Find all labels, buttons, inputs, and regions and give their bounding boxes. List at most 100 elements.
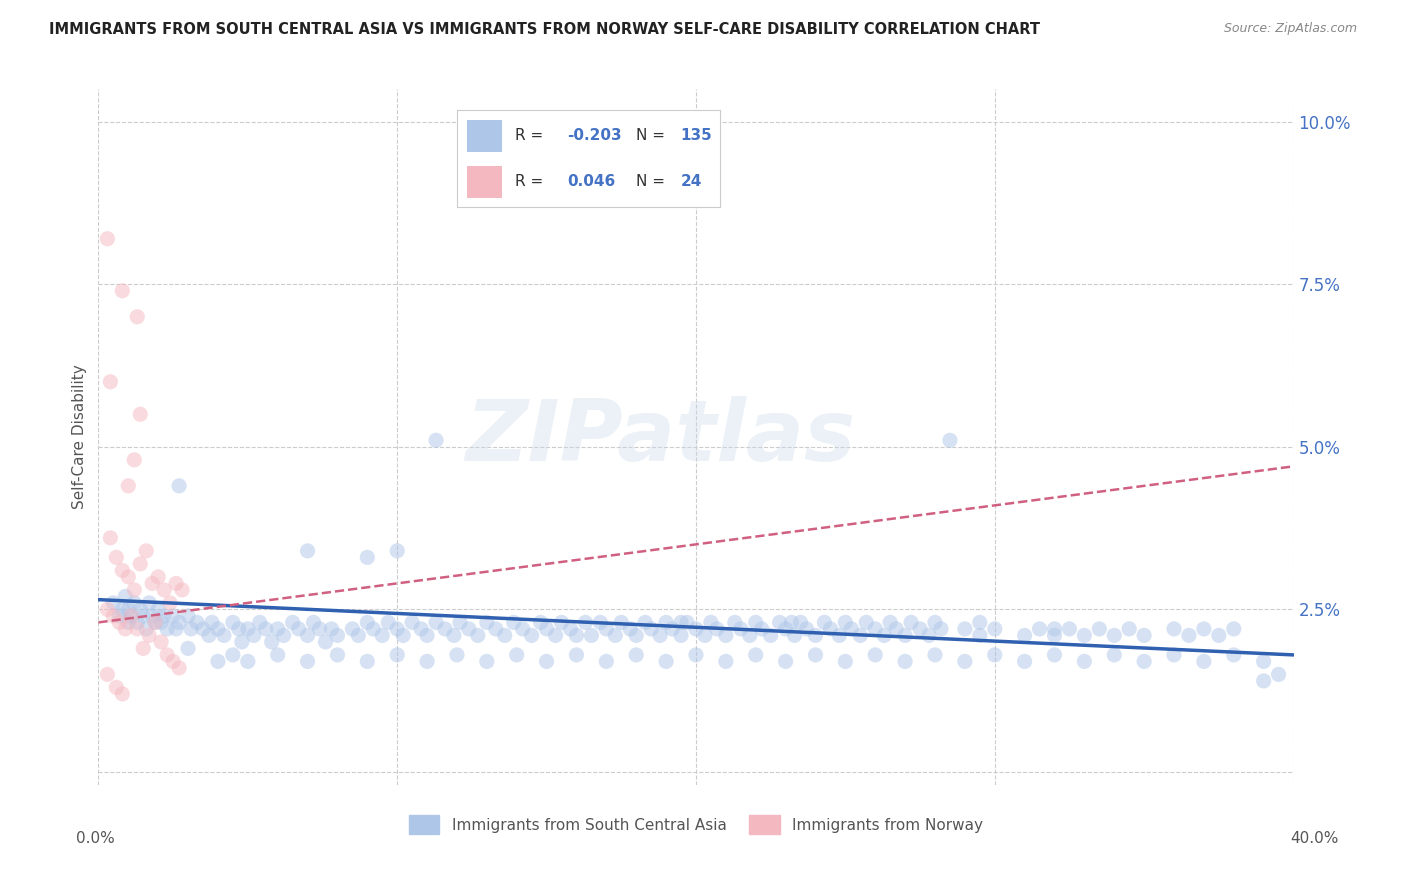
Point — [706, 622, 728, 636]
Point — [1223, 648, 1246, 662]
Point — [267, 648, 290, 662]
Point — [475, 654, 498, 668]
Point — [458, 622, 481, 636]
Point — [780, 615, 803, 630]
Point — [180, 622, 202, 636]
Point — [1043, 648, 1066, 662]
Point — [347, 628, 370, 642]
Point — [177, 641, 200, 656]
Point — [103, 596, 125, 610]
Point — [127, 622, 149, 636]
Point — [536, 622, 558, 636]
Point — [356, 550, 378, 565]
Point — [297, 628, 319, 642]
Point — [502, 615, 524, 630]
Point — [485, 622, 508, 636]
Point — [148, 602, 170, 616]
Point — [804, 628, 827, 642]
Point — [894, 628, 917, 642]
Point — [356, 615, 378, 630]
Point — [1043, 628, 1066, 642]
Point — [371, 628, 394, 642]
Point — [939, 434, 962, 448]
Point — [302, 615, 325, 630]
Point — [114, 590, 136, 604]
Point — [124, 453, 146, 467]
Point — [820, 622, 842, 636]
Point — [953, 622, 976, 636]
Point — [1073, 628, 1095, 642]
Point — [1267, 667, 1289, 681]
Point — [281, 615, 304, 630]
Point — [855, 615, 877, 630]
Point — [228, 622, 250, 636]
Point — [165, 622, 187, 636]
Point — [108, 608, 131, 623]
Point — [969, 615, 991, 630]
Point — [159, 596, 181, 610]
Text: ZIPatlas: ZIPatlas — [465, 395, 855, 479]
Point — [267, 622, 290, 636]
Point — [129, 407, 152, 421]
Point — [714, 654, 737, 668]
Point — [738, 628, 761, 642]
Point — [416, 628, 439, 642]
Point — [574, 615, 596, 630]
Point — [1014, 654, 1036, 668]
Point — [198, 628, 221, 642]
Point — [222, 615, 245, 630]
Text: 40.0%: 40.0% — [1291, 831, 1339, 846]
Point — [745, 615, 768, 630]
Point — [141, 608, 163, 623]
Point — [813, 615, 835, 630]
Point — [138, 628, 160, 642]
Point — [148, 570, 170, 584]
Point — [356, 654, 378, 668]
Point — [1253, 673, 1275, 688]
Point — [828, 628, 851, 642]
Point — [775, 622, 797, 636]
Point — [297, 544, 319, 558]
Point — [550, 615, 572, 630]
Point — [685, 622, 707, 636]
Point — [132, 641, 155, 656]
Point — [730, 622, 752, 636]
Point — [879, 615, 901, 630]
Point — [1163, 648, 1185, 662]
Point — [254, 622, 277, 636]
Point — [222, 648, 245, 662]
Point — [150, 635, 173, 649]
Point — [884, 622, 907, 636]
Point — [796, 622, 818, 636]
Point — [162, 654, 184, 668]
Point — [124, 596, 146, 610]
Point — [167, 661, 190, 675]
Point — [873, 628, 896, 642]
Point — [446, 648, 468, 662]
Point — [342, 622, 364, 636]
Point — [1133, 654, 1156, 668]
Point — [434, 622, 457, 636]
Point — [1192, 622, 1215, 636]
Point — [443, 628, 465, 642]
Point — [605, 628, 627, 642]
Point — [326, 628, 349, 642]
Point — [143, 615, 166, 630]
Point — [416, 654, 439, 668]
Point — [156, 648, 179, 662]
Point — [536, 654, 558, 668]
Point — [626, 648, 648, 662]
Point — [661, 622, 683, 636]
Point — [610, 615, 633, 630]
Point — [167, 615, 190, 630]
Point — [626, 628, 648, 642]
Point — [969, 628, 991, 642]
Point — [655, 615, 678, 630]
Point — [475, 615, 498, 630]
Point — [804, 648, 827, 662]
Point — [595, 654, 617, 668]
Point — [117, 602, 139, 616]
Point — [120, 608, 142, 623]
Point — [120, 608, 142, 623]
Point — [865, 622, 887, 636]
